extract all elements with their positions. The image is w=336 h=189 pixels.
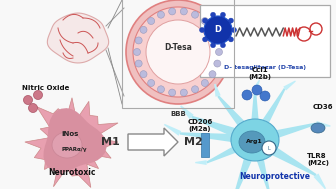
Polygon shape — [217, 95, 249, 131]
Circle shape — [34, 91, 42, 99]
Polygon shape — [164, 124, 181, 136]
Circle shape — [214, 37, 221, 44]
Polygon shape — [316, 121, 331, 127]
Circle shape — [201, 80, 208, 87]
Circle shape — [133, 49, 140, 56]
Circle shape — [146, 20, 210, 84]
Polygon shape — [266, 143, 317, 176]
Polygon shape — [283, 81, 296, 91]
Ellipse shape — [239, 131, 265, 153]
Circle shape — [260, 91, 270, 101]
Polygon shape — [255, 154, 270, 189]
Circle shape — [252, 85, 262, 95]
Text: L: L — [268, 146, 270, 150]
Text: Arg1: Arg1 — [246, 139, 262, 145]
Circle shape — [180, 89, 187, 96]
Polygon shape — [259, 88, 286, 129]
Circle shape — [192, 86, 199, 93]
Circle shape — [140, 71, 147, 78]
Circle shape — [211, 12, 216, 17]
Circle shape — [203, 18, 208, 23]
Circle shape — [126, 0, 230, 104]
Text: M2: M2 — [184, 137, 203, 147]
Ellipse shape — [231, 119, 279, 161]
Circle shape — [169, 89, 176, 96]
Circle shape — [211, 43, 216, 48]
Polygon shape — [206, 143, 243, 163]
Circle shape — [204, 16, 232, 44]
Text: BBB: BBB — [170, 111, 186, 117]
Circle shape — [209, 26, 216, 33]
Circle shape — [228, 37, 234, 42]
Circle shape — [215, 49, 222, 56]
Circle shape — [192, 11, 199, 18]
Circle shape — [135, 60, 142, 67]
Circle shape — [242, 90, 252, 100]
Circle shape — [209, 71, 216, 78]
Ellipse shape — [52, 132, 82, 158]
Circle shape — [158, 86, 164, 93]
Polygon shape — [269, 122, 317, 140]
Circle shape — [228, 18, 234, 23]
Circle shape — [200, 28, 205, 33]
Text: D: D — [214, 26, 221, 35]
Text: D-Tesa: D-Tesa — [164, 43, 192, 51]
Circle shape — [158, 11, 164, 18]
Text: Neuroprotective: Neuroprotective — [240, 172, 310, 181]
Bar — [201, 133, 209, 157]
Polygon shape — [251, 90, 259, 125]
Text: Nitric Oxide: Nitric Oxide — [22, 85, 69, 91]
Text: Ccl1
(M2b): Ccl1 (M2b) — [249, 67, 271, 80]
Circle shape — [135, 37, 142, 44]
Polygon shape — [180, 105, 194, 119]
Text: M1: M1 — [101, 137, 120, 147]
Circle shape — [148, 18, 155, 25]
Circle shape — [148, 80, 155, 87]
Circle shape — [24, 95, 33, 105]
Circle shape — [180, 8, 187, 15]
Polygon shape — [313, 174, 326, 189]
Text: CD206
(M2a): CD206 (M2a) — [187, 119, 213, 132]
Circle shape — [140, 26, 147, 33]
Polygon shape — [180, 132, 240, 143]
Polygon shape — [43, 108, 107, 172]
Polygon shape — [214, 84, 221, 97]
Polygon shape — [253, 80, 260, 91]
Circle shape — [220, 12, 225, 17]
Polygon shape — [47, 13, 109, 63]
Circle shape — [220, 43, 225, 48]
Polygon shape — [233, 153, 254, 189]
Text: D- tesaglitazar (D-Tesa): D- tesaglitazar (D-Tesa) — [224, 64, 306, 70]
Circle shape — [169, 8, 176, 15]
Polygon shape — [195, 160, 207, 165]
Circle shape — [262, 141, 276, 155]
Ellipse shape — [311, 123, 325, 133]
Circle shape — [133, 7, 223, 97]
Polygon shape — [128, 128, 178, 156]
Text: PPARα/γ: PPARα/γ — [61, 147, 87, 153]
Text: TLR8
(M2c): TLR8 (M2c) — [307, 153, 329, 167]
Polygon shape — [191, 116, 242, 139]
Text: iNos: iNos — [61, 131, 79, 137]
Text: Neurotoxic: Neurotoxic — [48, 168, 96, 177]
FancyBboxPatch shape — [200, 5, 330, 77]
Polygon shape — [25, 98, 118, 187]
Text: CD36: CD36 — [313, 104, 333, 110]
Circle shape — [29, 104, 38, 112]
Circle shape — [214, 60, 221, 67]
Circle shape — [232, 28, 237, 33]
Circle shape — [201, 18, 208, 25]
Circle shape — [203, 37, 208, 42]
